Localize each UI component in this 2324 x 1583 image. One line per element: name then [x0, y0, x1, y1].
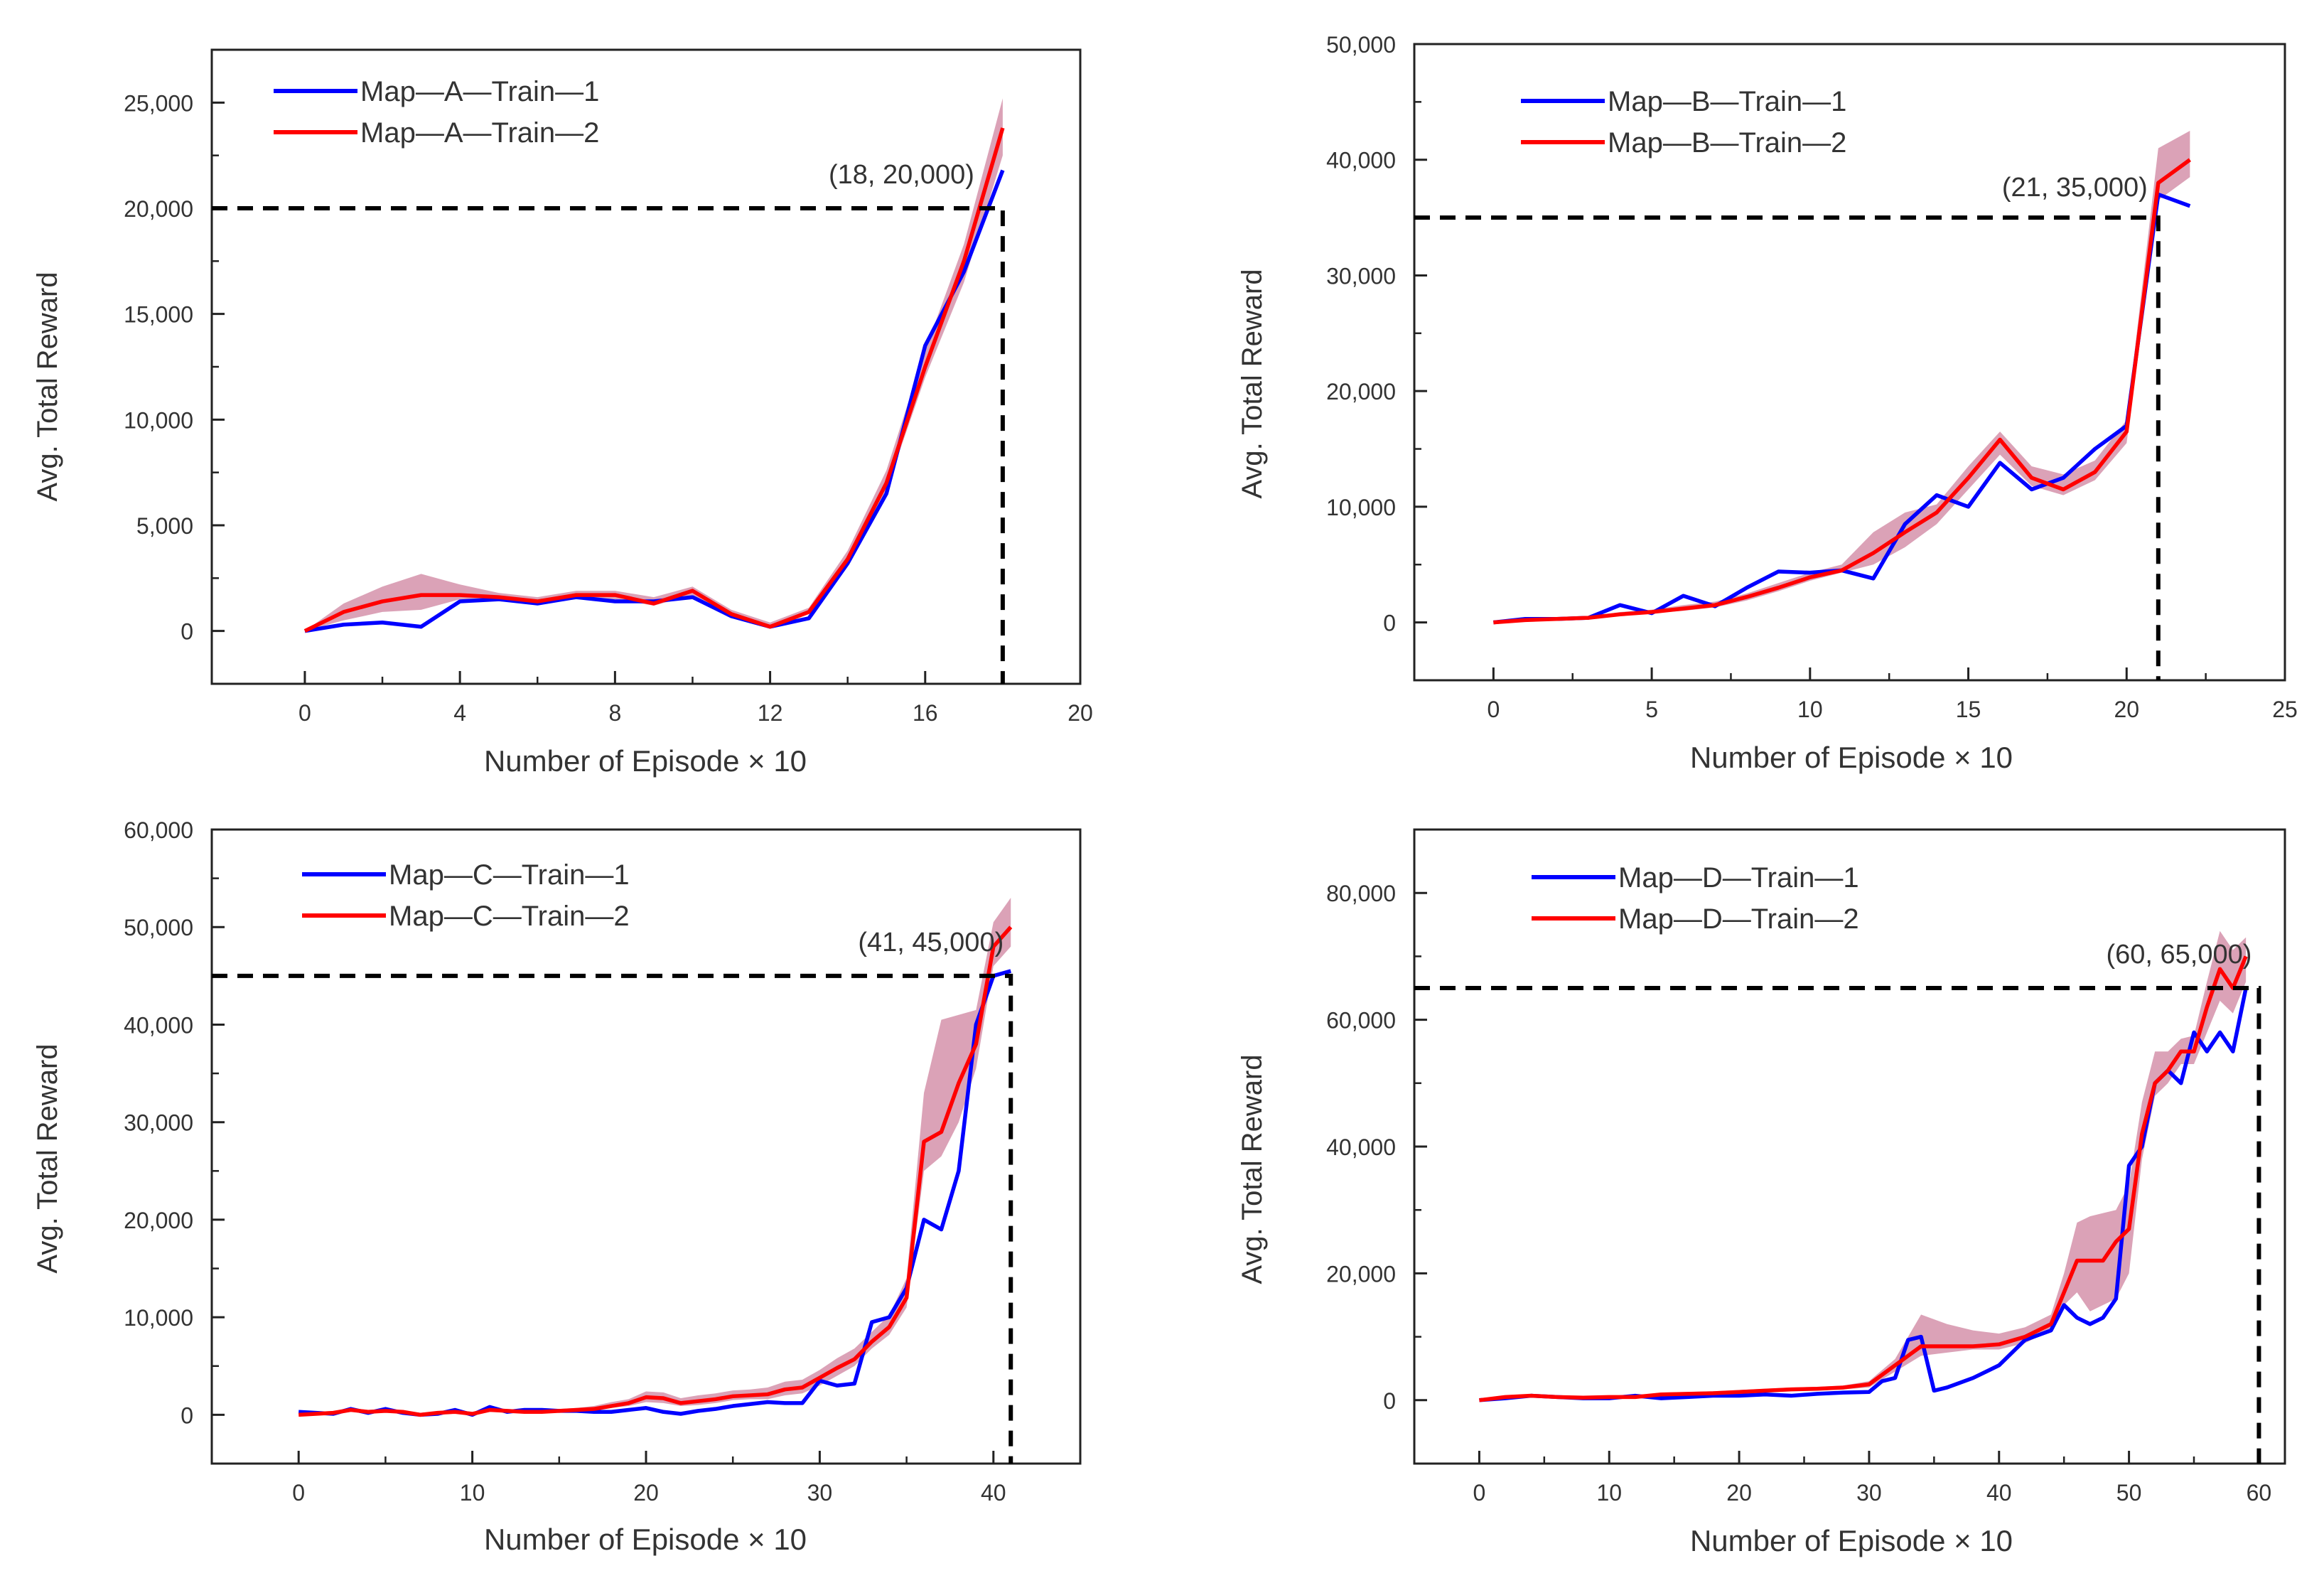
x-tick-label: 20 [1726, 1480, 1752, 1506]
legend-label: Map—D—Train—2 [1618, 903, 1859, 935]
panel-map-a: Avg. Total Reward Number of Episode × 10 [32, 272, 807, 778]
x-tick-label: 0 [1487, 697, 1500, 722]
x-tick-label: 16 [913, 700, 938, 726]
series-line-2 [298, 925, 1013, 1417]
y-tick-label: 60,000 [1326, 1008, 1396, 1034]
legend-label: Map—A—Train—2 [360, 117, 599, 149]
x-axis-label: Number of Episode × 10 [1690, 1524, 2013, 1557]
y-tick-label: 40,000 [1326, 1134, 1396, 1160]
y-tick-label: 20,000 [1326, 379, 1396, 404]
x-axis-label: Number of Episode × 10 [484, 1523, 807, 1556]
series-line-2 [1493, 158, 2191, 625]
y-tick-label: 25,000 [124, 90, 193, 116]
x-tick-label: 20 [633, 1480, 659, 1506]
x-axis-label: Number of Episode × 10 [484, 744, 807, 778]
x-tick-label: 20 [1067, 700, 1093, 726]
y-tick-label: 20,000 [124, 1208, 193, 1233]
series-line-2 [303, 127, 1005, 633]
annotation-label: (21, 35,000) [2002, 173, 2148, 203]
threshold-dashed-line [212, 206, 1005, 684]
y-tick-label: 0 [1383, 611, 1396, 636]
x-tick-label: 8 [608, 700, 621, 726]
legend-label: Map—C—Train—1 [389, 859, 630, 891]
plot-map-d: 0 10 20 30 40 50 60 0 20,000 40,000 60,000 80,000 (6… [1326, 828, 2286, 1506]
y-tick-label: 5,000 [136, 513, 193, 539]
y-tick-label: 20,000 [124, 196, 193, 222]
y-tick-label: 30,000 [124, 1110, 193, 1136]
plot-area [303, 98, 1005, 633]
plot-frame [1413, 43, 2286, 682]
panel-map-c: Avg. Total Reward Number of Episode × 10 [32, 1043, 807, 1556]
legend-label: Map—B—Train—2 [1608, 127, 1846, 159]
y-tick-label: 30,000 [1326, 263, 1396, 289]
y-tick-label: 80,000 [1326, 881, 1396, 906]
panel-map-b: Avg. Total Reward Number of Episode × 10 [1237, 269, 2013, 774]
series-line-1 [304, 169, 1005, 633]
panel-map-d: Avg. Total Reward Number of Episode × 10 [1237, 1054, 2013, 1557]
x-tick-label: 25 [2272, 697, 2298, 722]
x-tick-label: 4 [453, 700, 466, 726]
x-tick-label: 12 [758, 700, 783, 726]
plot-map-c: 0 10 20 30 40 0 10,000 20,000 30,000 40,000 50,000… [124, 817, 1082, 1506]
y-tick-label: 10,000 [1326, 495, 1396, 520]
plot-area [1493, 131, 2191, 625]
x-tick-label: 0 [1473, 1480, 1486, 1506]
y-axis-label: Avg. Total Reward [32, 272, 63, 501]
x-tick-label: 40 [1986, 1480, 2012, 1506]
annotation-label: (60, 65,000) [2107, 940, 2252, 970]
y-tick-label: 50,000 [124, 915, 193, 940]
y-tick-label: 15,000 [124, 302, 193, 328]
threshold-dashed-line [1414, 215, 2161, 680]
y-tick-label: 0 [1383, 1388, 1396, 1414]
x-tick-label: 20 [2114, 697, 2139, 722]
y-tick-label: 0 [181, 1402, 193, 1428]
legend-label: Map—D—Train—1 [1618, 862, 1859, 894]
y-tick-label: 0 [181, 619, 193, 645]
x-tick-label: 10 [460, 1480, 485, 1506]
annotation-label: (18, 20,000) [829, 160, 974, 190]
x-tick-label: 10 [1596, 1480, 1622, 1506]
x-axis-label: Number of Episode × 10 [1690, 741, 2013, 774]
series-line-2 [1479, 955, 2248, 1402]
plot-map-b: 0 5 10 15 20 25 0 10,000 20,000 30,000 40,000 50,00… [1326, 32, 2298, 722]
legend-label: Map—B—Train—1 [1608, 86, 1846, 117]
plot-map-a: 0 4 8 12 16 20 0 5,000 10,000 15,000 20,000 25,000 (… [124, 48, 1093, 726]
x-tick-label: 50 [2116, 1480, 2142, 1506]
y-tick-label: 40,000 [1326, 148, 1396, 173]
y-tick-label: 60,000 [124, 817, 193, 843]
y-tick-label: 40,000 [124, 1012, 193, 1038]
legend-label: Map—C—Train—2 [389, 901, 630, 932]
x-tick-label: 30 [1856, 1480, 1882, 1506]
x-tick-label: 10 [1797, 697, 1823, 722]
y-tick-label: 20,000 [1326, 1261, 1396, 1287]
x-tick-label: 40 [981, 1480, 1006, 1506]
x-tick-label: 30 [807, 1480, 833, 1506]
y-tick-label: 10,000 [124, 1305, 193, 1331]
plot-area [298, 898, 1013, 1417]
y-tick-label: 50,000 [1326, 32, 1396, 58]
x-tick-label: 15 [1956, 697, 1981, 722]
threshold-dashed-line [212, 973, 1013, 1464]
y-tick-label: 10,000 [124, 407, 193, 433]
x-tick-label: 0 [298, 700, 311, 726]
threshold-dashed-line [1414, 986, 2261, 1464]
x-tick-label: 0 [292, 1480, 305, 1506]
y-axis-label: Avg. Total Reward [1237, 1054, 1268, 1284]
legend-label: Map—A—Train—1 [360, 76, 599, 107]
annotation-label: (41, 45,000) [858, 928, 1004, 957]
x-tick-label: 60 [2247, 1480, 2272, 1506]
y-axis-label: Avg. Total Reward [32, 1043, 63, 1273]
x-tick-label: 5 [1645, 697, 1658, 722]
plot-area [1479, 930, 2248, 1402]
y-axis-label: Avg. Total Reward [1237, 269, 1268, 498]
